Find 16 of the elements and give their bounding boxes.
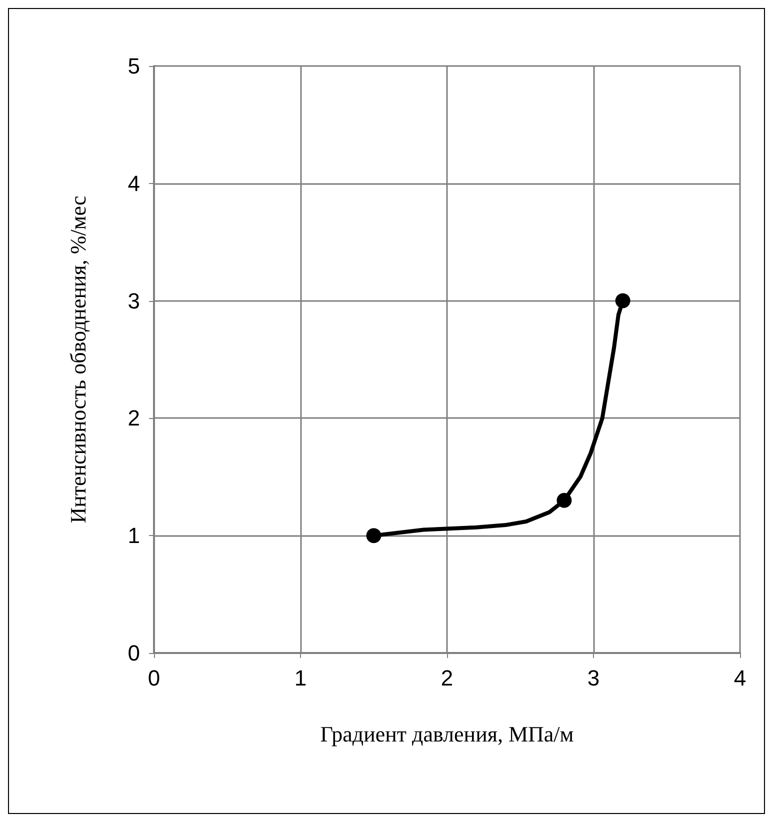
point: [556, 492, 572, 508]
x-tick-label: 4: [734, 666, 746, 690]
y-tick-label: 2: [128, 406, 140, 431]
y-tick-label: 1: [128, 523, 140, 548]
y-tick-label: 0: [128, 640, 140, 666]
x-tick-label: 3: [587, 666, 600, 690]
y-tick-label: 5: [128, 54, 140, 78]
y-axis-title: Интенсивность обводнения, %/мес: [66, 195, 90, 524]
point: [615, 293, 630, 308]
x-axis-title: Градиент давления, МПа/м: [320, 722, 574, 746]
y-tick-label: 4: [128, 170, 140, 196]
x-tick-label: 0: [148, 666, 160, 690]
x-tick-label: 1: [294, 666, 307, 690]
y-tick-label: 3: [128, 288, 140, 314]
point: [366, 528, 382, 544]
x-tick-label: 2: [440, 666, 454, 690]
